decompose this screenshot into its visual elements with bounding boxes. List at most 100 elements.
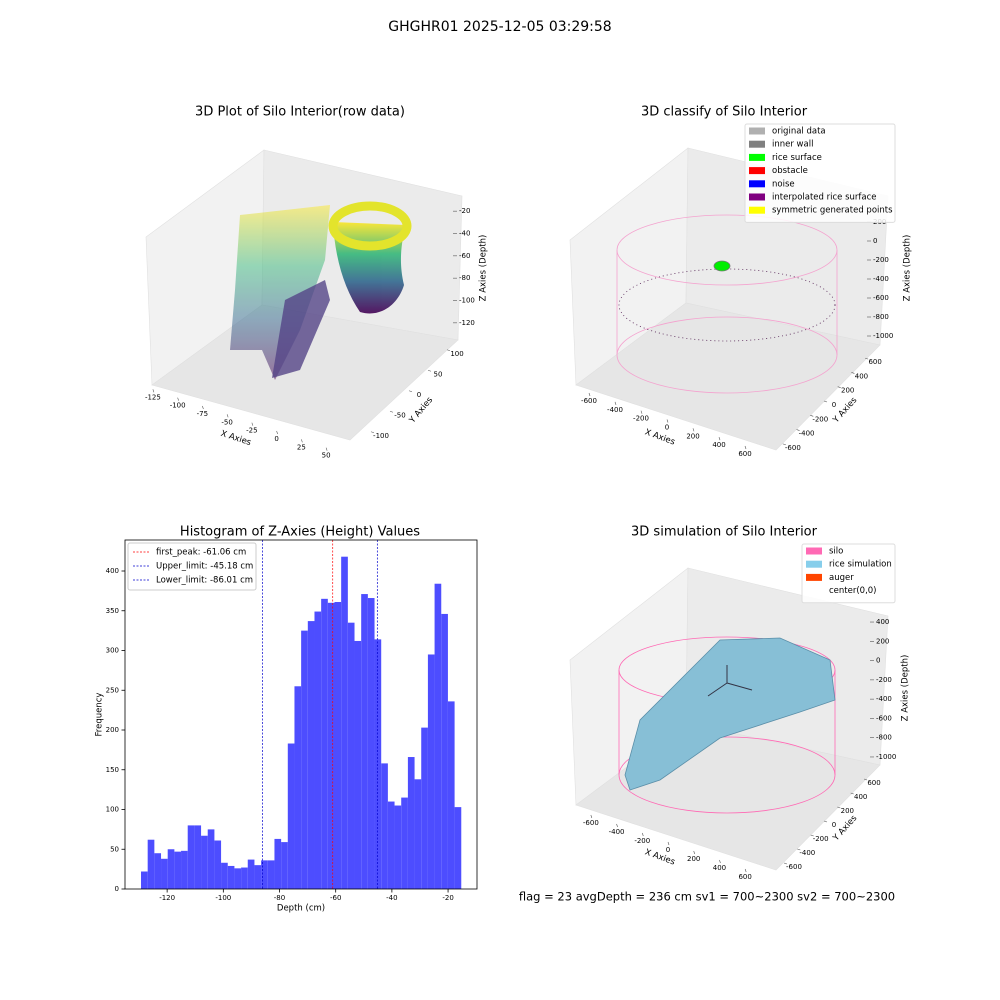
x-tick — [251, 422, 254, 426]
bar — [147, 839, 155, 889]
bar — [161, 858, 168, 889]
x-tick-label: -600 — [583, 819, 599, 827]
bar — [207, 829, 215, 889]
y-tick — [865, 357, 869, 360]
bar — [414, 779, 422, 889]
x-tick — [693, 850, 695, 855]
x-tick-label: -100 — [215, 894, 231, 902]
z-tick-label: -20 — [459, 207, 470, 215]
bar — [214, 840, 222, 889]
bar — [381, 763, 388, 889]
y-tick-label: -600 — [785, 444, 801, 452]
x-tick — [667, 841, 670, 846]
y-tick — [370, 431, 375, 434]
y-tick-label: 400 — [854, 793, 867, 801]
legend-label: noise — [772, 179, 795, 189]
legend-swatch — [749, 193, 765, 201]
point-cloud — [230, 201, 412, 380]
bar — [334, 602, 342, 889]
x-tick-label: -40 — [386, 894, 397, 902]
x-tick-label: -200 — [633, 415, 649, 423]
y-tick-label: 150 — [106, 766, 119, 774]
legend-swatch — [749, 167, 765, 175]
legend-box — [744, 123, 896, 223]
bar — [221, 862, 228, 889]
y-tick — [408, 390, 413, 393]
silo-wireframe — [616, 214, 838, 394]
legend-label: obstacle — [772, 166, 808, 176]
bar — [201, 835, 208, 889]
x-tick-label: -120 — [159, 894, 175, 902]
x-tick-label: 0 — [665, 424, 669, 432]
x-tick-label: -25 — [246, 427, 257, 435]
legend-box — [801, 543, 896, 604]
y-tick-label: 400 — [855, 372, 868, 380]
legend-label: Upper_limit: -45.18 cm — [156, 562, 253, 572]
x-axis-label: Depth (cm) — [277, 904, 325, 914]
funnel-rim — [328, 201, 412, 251]
legend-swatch — [806, 560, 822, 568]
bar — [394, 805, 402, 889]
legend-label: Lower_limit: -86.01 cm — [156, 576, 253, 586]
bar — [274, 838, 282, 889]
x-tick — [590, 814, 593, 819]
x-tick — [719, 859, 721, 864]
legend-label: rice surface — [772, 153, 822, 163]
bar — [321, 598, 328, 889]
z-tick-label: -600 — [873, 294, 889, 302]
bar — [401, 797, 408, 889]
legend-swatch — [749, 180, 765, 188]
y-tick — [851, 372, 855, 374]
y-tick — [810, 415, 814, 417]
x-tick-label: 200 — [687, 855, 700, 863]
subplot-title: 3D classify of Silo Interior — [641, 105, 808, 120]
x-tick — [642, 832, 644, 837]
z-tick-label: -400 — [873, 275, 889, 283]
y-tick-label: 0 — [115, 885, 119, 893]
y-axis-label: Frequency — [95, 693, 105, 737]
subplot-title: 3D simulation of Silo Interior — [631, 525, 818, 540]
y-tick-label: -50 — [394, 411, 405, 419]
y-tick-label: 600 — [867, 779, 880, 787]
y-tick — [389, 410, 394, 413]
y-tick-label: -400 — [799, 430, 815, 438]
y-tick — [783, 862, 788, 865]
x-tick — [226, 414, 229, 418]
rice-surface — [624, 637, 836, 791]
bar — [374, 639, 382, 889]
bar — [234, 868, 242, 889]
y-tick-label: 100 — [106, 806, 119, 814]
legend-label: center(0,0) — [829, 586, 877, 596]
y-tick — [797, 848, 801, 851]
bar — [347, 622, 355, 889]
bar — [181, 850, 188, 889]
y-axis-label: Y Axies — [831, 395, 860, 426]
legend-label: inner wall — [772, 140, 813, 150]
x-tick-label: 400 — [713, 864, 726, 872]
legend-box — [127, 542, 257, 591]
x-tick-label: 50 — [322, 452, 331, 460]
y-tick — [810, 834, 814, 837]
x-tick-label: -60 — [330, 894, 341, 902]
z-tick-label: 0 — [876, 657, 880, 665]
y-tick-label: -100 — [373, 432, 389, 440]
y-axis-label: Y Axies — [407, 395, 435, 426]
pane — [151, 304, 459, 441]
z-tick-label: -1000 — [876, 753, 896, 761]
y-tick-label: 200 — [106, 726, 119, 734]
bar — [267, 860, 275, 889]
bar — [227, 865, 235, 889]
bar — [447, 701, 455, 889]
x-tick — [614, 401, 617, 405]
z-tick-label: -80 — [459, 274, 470, 282]
x-tick-label: -80 — [274, 894, 285, 902]
x-tick — [744, 868, 747, 873]
bar — [361, 594, 368, 889]
x-tick-label: -75 — [197, 410, 208, 418]
y-tick-label: 350 — [106, 607, 119, 615]
legend-swatch — [806, 587, 822, 595]
y-tick — [863, 778, 868, 781]
bar — [314, 611, 322, 889]
scatter-cloud — [272, 280, 330, 378]
x-axis-label: X Axies — [643, 847, 676, 867]
